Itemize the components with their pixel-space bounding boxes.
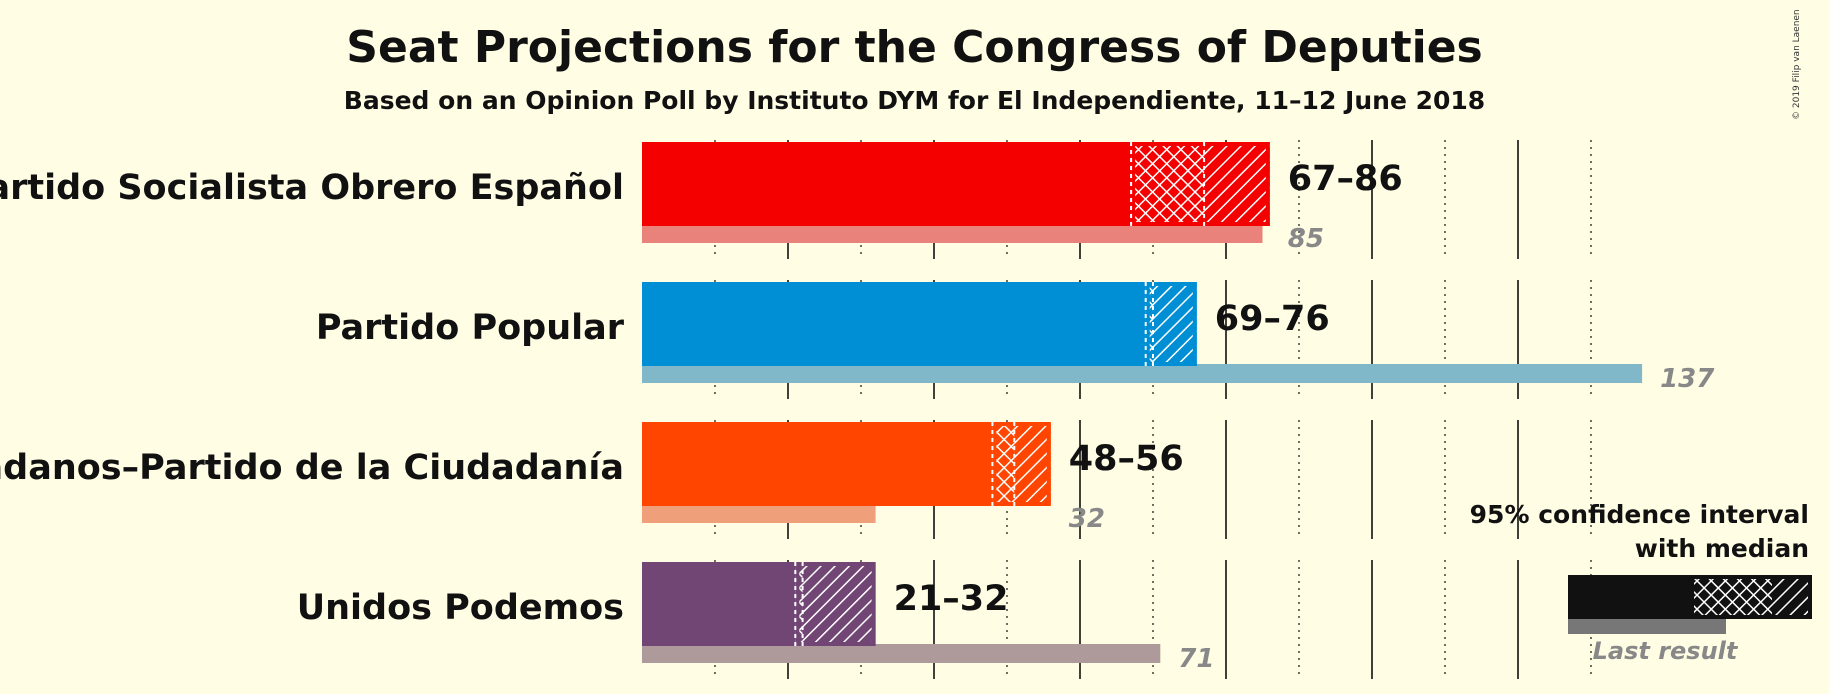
- legend-lower-hatch: [1690, 575, 1772, 619]
- ci-upper-hatch: [802, 562, 876, 646]
- party-name-label: Ciudadanos–Partido de la Ciudadanía: [0, 448, 624, 488]
- last-result-bar: [642, 364, 1643, 383]
- ci-outline: [992, 422, 1051, 506]
- ci-outline: [1145, 282, 1197, 366]
- bars: [642, 142, 1643, 663]
- projection-bar: [642, 142, 1132, 226]
- last-result-bar: [642, 504, 876, 523]
- last-result-label: 71: [1178, 644, 1214, 674]
- ci-upper-hatch: [1014, 422, 1051, 506]
- legend-last-swatch: [1568, 617, 1726, 634]
- labels: Partido Socialista Obrero Español 67–86 85…: [0, 159, 1715, 674]
- ci-lower-hatch: [1131, 142, 1205, 226]
- legend-ci-label: 95% confidence interval with median: [1469, 500, 1809, 563]
- ci-lower-hatch: [992, 422, 1015, 506]
- chart-subtitle: Based on an Opinion Poll by Instituto DY…: [343, 86, 1486, 115]
- last-result-label: 85: [1288, 224, 1324, 254]
- projection-bar: [642, 562, 796, 646]
- legend-solid-swatch: [1568, 575, 1690, 619]
- projection-bar: [642, 282, 1146, 366]
- last-result-bar: [642, 644, 1161, 663]
- ci-outline: [795, 562, 876, 646]
- ci-range-label: 67–86: [1288, 159, 1403, 199]
- party-name-label: Unidos Podemos: [297, 588, 624, 628]
- ci-upper-hatch: [1204, 142, 1270, 226]
- last-result-bar: [642, 224, 1263, 243]
- chart-title: Seat Projections for the Congress of Dep…: [346, 22, 1483, 73]
- ci-outline: [1131, 142, 1270, 226]
- projection-bar: [642, 422, 993, 506]
- ci-range-label: 69–76: [1215, 299, 1330, 339]
- legend: [1568, 575, 1812, 634]
- ci-upper-hatch: [1153, 282, 1197, 366]
- legend-ci-outline: [1690, 575, 1812, 619]
- ci-range-label: 21–32: [894, 579, 1009, 619]
- legend-last-result-label: Last result: [1592, 637, 1738, 665]
- last-result-label: 137: [1660, 364, 1715, 394]
- party-name-label: Partido Popular: [316, 308, 625, 348]
- ci-range-label: 48–56: [1069, 439, 1184, 479]
- last-result-label: 32: [1069, 504, 1105, 534]
- party-name-label: Partido Socialista Obrero Español: [0, 168, 624, 208]
- legend-upper-hatch: [1772, 575, 1812, 619]
